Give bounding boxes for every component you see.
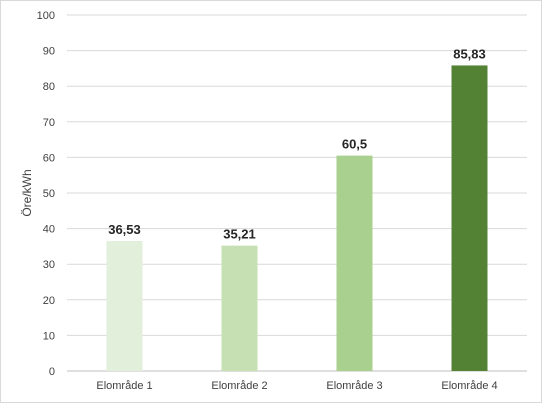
bar [106, 240, 143, 371]
y-tick-label: 20 [43, 295, 55, 307]
bars [106, 65, 488, 372]
x-category-label: Elområde 3 [326, 380, 382, 392]
y-tick-label: 60 [43, 152, 55, 164]
data-label: 85,83 [453, 46, 486, 61]
data-label: 35,21 [223, 227, 256, 242]
bar [451, 65, 488, 372]
data-label: 36,53 [108, 222, 141, 237]
data-label: 60,5 [342, 137, 367, 152]
y-tick-label: 40 [43, 224, 55, 236]
x-category-label: Elområde 4 [441, 380, 497, 392]
y-tick-label: 50 [43, 188, 55, 200]
y-tick-label: 70 [43, 117, 55, 129]
bar [221, 245, 258, 371]
gridlines [67, 14, 527, 372]
x-category-label: Elområde 1 [96, 380, 152, 392]
data-labels: 36,53 35,21 60,5 85,83 [108, 46, 486, 241]
bar [336, 155, 373, 371]
y-tick-label: 100 [37, 10, 55, 22]
y-tick-label: 0 [49, 366, 55, 378]
x-axis-categories: Elområde 1 Elområde 2 Elområde 3 Elområde 4 [96, 380, 497, 392]
y-tick-label: 30 [43, 259, 55, 271]
y-tick-label: 90 [43, 46, 55, 58]
y-axis-ticks: 0 10 20 30 40 50 60 70 80 90 100 [37, 10, 55, 378]
y-tick-label: 10 [43, 330, 55, 342]
y-axis-label: Öre/kWh [20, 169, 34, 216]
x-category-label: Elområde 2 [211, 380, 267, 392]
y-tick-label: 80 [43, 81, 55, 93]
